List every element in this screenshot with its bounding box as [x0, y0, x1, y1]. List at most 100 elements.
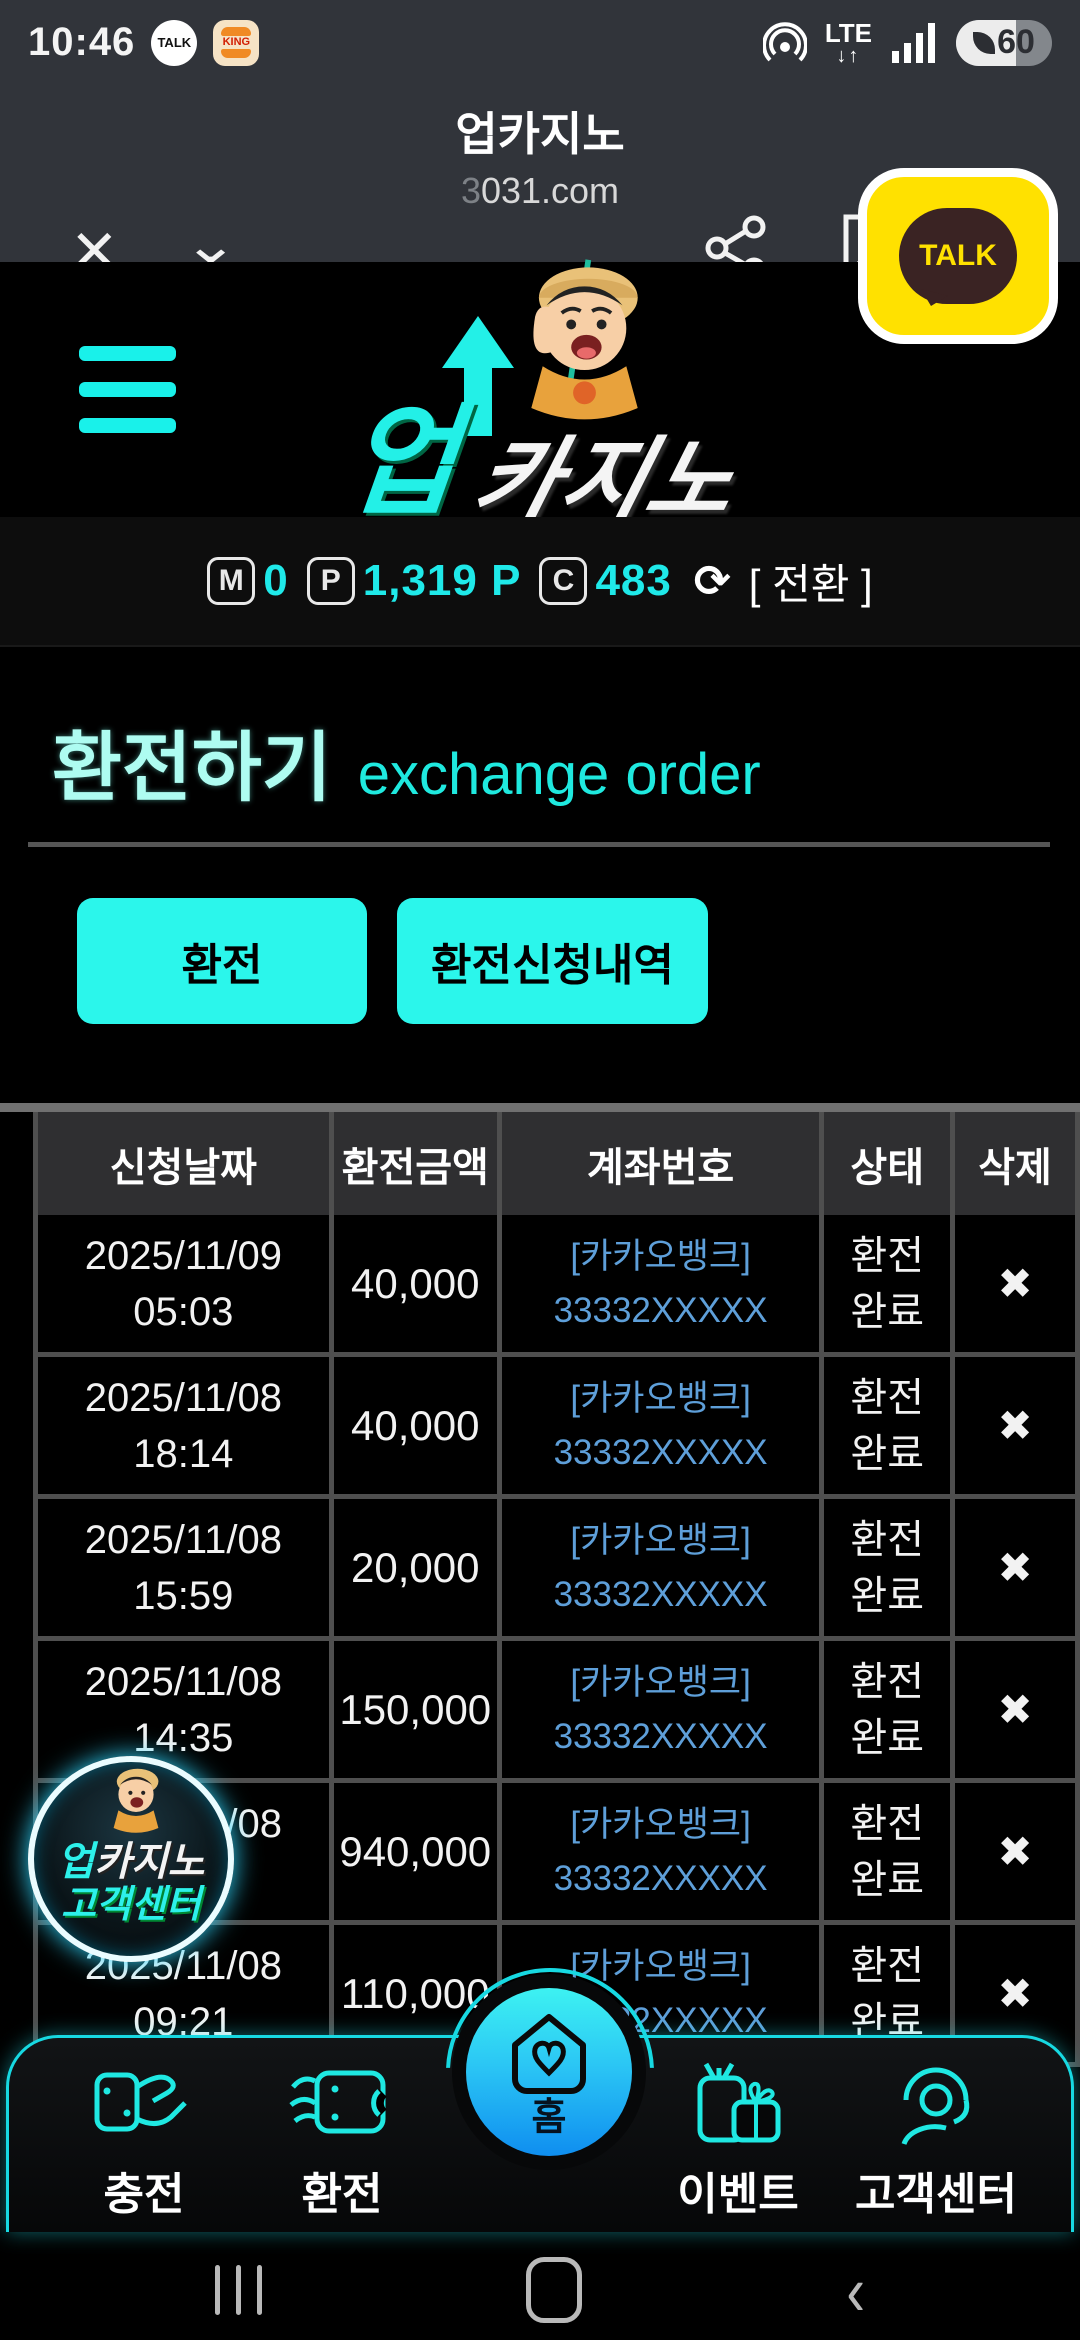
header-date: 신청날짜 — [38, 1112, 334, 1215]
nav-item-home[interactable]: 홈 — [446, 1968, 654, 2156]
url-text[interactable]: 3031.com — [460, 170, 620, 211]
cell-amount: 940,000 — [333, 1783, 502, 1925]
header-delete: 삭제 — [955, 1112, 1080, 1215]
bottom-navigation: 충전 환전 — [6, 1968, 1074, 2232]
cell-amount: 40,000 — [333, 1357, 502, 1499]
cell-status: 환전 완료 — [824, 1783, 956, 1925]
app-logo[interactable]: 업 카지노 — [320, 256, 760, 532]
cell-amount: 40,000 — [333, 1215, 502, 1357]
delete-icon: ✖ — [997, 1827, 1033, 1875]
table-row: 2025/11/08 18:14 40,000 [카카오뱅크] 33332XXX… — [38, 1357, 1080, 1499]
cell-date: 2025/11/09 05:03 — [38, 1215, 334, 1357]
status-bar: 10:46 TALK KING LTE ↓↑ — [0, 0, 1080, 85]
cell-date: 2025/11/08 18:14 — [38, 1357, 334, 1499]
convert-link[interactable]: [ 전환 ] — [748, 560, 873, 608]
p-coin-icon: P — [306, 557, 355, 605]
cell-account: [카카오뱅크] 33332XXXXX — [501, 1357, 825, 1499]
logo-text-accent: 업 — [339, 395, 465, 529]
nav-item-support[interactable]: 고객센터 — [841, 2038, 1031, 2232]
page-heading: 환전하기 exchange order — [52, 706, 761, 816]
table-row: 2025/11/08 14:35 150,000 [카카오뱅크] 33332XX… — [38, 1641, 1080, 1783]
table-row: 2025/11/08 15:59 20,000 [카카오뱅크] 33332XXX… — [38, 1499, 1080, 1641]
delete-icon: ✖ — [997, 1259, 1033, 1307]
page-title: 환전하기 — [52, 726, 332, 811]
delete-row-button[interactable]: ✖ — [955, 1641, 1080, 1783]
clock: 10:46 — [28, 20, 136, 64]
cell-date: 2025/11/08 15:59 — [38, 1499, 334, 1641]
cell-status: 환전 완료 — [824, 1357, 956, 1499]
bk-word: KING — [222, 36, 251, 48]
charge-icon — [94, 2072, 187, 2132]
delete-row-button[interactable]: ✖ — [955, 1215, 1080, 1357]
url-rest: 031.com — [480, 170, 620, 211]
exchange-button[interactable]: 환전 — [77, 898, 367, 1024]
battery-indicator: 60 — [956, 19, 1052, 66]
m-coin-icon: M — [207, 557, 256, 605]
customer-center-floating-badge[interactable]: 업카지노 고객센터 — [28, 1756, 234, 1962]
delete-icon: ✖ — [997, 1543, 1033, 1591]
signal-strength-icon — [892, 22, 935, 63]
money-balance: M 0 — [207, 556, 288, 606]
kakaotalk-notification-icon: TALK — [151, 19, 198, 66]
page-title-browser: 업카지노 — [455, 108, 625, 160]
network-type-indicator: LTE ↓↑ — [824, 17, 872, 67]
talk-bubble-icon: TALK — [899, 208, 1017, 304]
point-balance: P 1,319 P — [306, 556, 522, 606]
badge-mascot — [113, 1768, 159, 1833]
android-navigation-bar: ‹ — [0, 2240, 1080, 2340]
balance-bar: M 0 P 1,319 P C 483 ⟳ [ 전환 ] — [0, 517, 1080, 647]
back-icon[interactable]: ‹ — [846, 2250, 865, 2330]
cell-account: [카카오뱅크] 33332XXXXX — [501, 1499, 825, 1641]
header-amount: 환전금액 — [333, 1112, 502, 1215]
bun-top-icon — [221, 27, 252, 36]
delete-row-button[interactable]: ✖ — [955, 1357, 1080, 1499]
delete-icon: ✖ — [997, 1969, 1033, 2017]
header-account: 계좌번호 — [501, 1112, 825, 1215]
delete-icon: ✖ — [997, 1685, 1033, 1733]
mascot-character — [531, 259, 638, 420]
cell-date: 2025/11/08 14:35 — [38, 1641, 334, 1783]
page-subtitle: exchange order — [357, 742, 761, 807]
badge-title: 업카지노 — [57, 1840, 205, 1884]
header-status: 상태 — [824, 1112, 956, 1215]
bun-bottom-icon — [221, 49, 252, 58]
table-header-row: 신청날짜 환전금액 계좌번호 상태 삭제 — [38, 1112, 1080, 1215]
gift-icon — [697, 2062, 781, 2143]
cell-status: 환전 완료 — [824, 1215, 956, 1357]
cell-account: [카카오뱅크] 33332XXXXX — [501, 1641, 825, 1783]
cell-status: 환전 완료 — [824, 1499, 956, 1641]
nav-item-charge[interactable]: 충전 — [49, 2038, 239, 2232]
badge-subtitle: 고객센터 — [61, 1884, 201, 1926]
action-buttons: 환전 환전신청내역 — [77, 898, 708, 1024]
recents-icon[interactable] — [215, 2265, 262, 2315]
exchange-icon — [289, 2070, 387, 2134]
hotspot-icon — [762, 21, 807, 61]
headset-support-icon — [901, 2067, 970, 2145]
cell-status: 환전 완료 — [824, 1641, 956, 1783]
cell-account: [카카오뱅크] 33332XXXXX — [501, 1783, 825, 1925]
hamburger-menu-icon[interactable] — [79, 346, 176, 433]
android-home-icon[interactable] — [526, 2257, 583, 2323]
home-label: 홈 — [531, 2097, 567, 2139]
cell-account: [카카오뱅크] 33332XXXXX — [501, 1215, 825, 1357]
c-coin-icon: C — [539, 557, 588, 605]
delete-row-button[interactable]: ✖ — [955, 1783, 1080, 1925]
power-saving-leaf-icon — [973, 31, 996, 54]
up-arrow-icon — [442, 316, 514, 436]
title-divider — [28, 842, 1050, 847]
refresh-icon[interactable]: ⟳ — [693, 556, 731, 606]
nav-item-exchange[interactable]: 환전 — [247, 2038, 437, 2232]
table-top-strip — [0, 1103, 1080, 1112]
nav-item-event[interactable]: 이벤트 — [643, 2038, 833, 2232]
cell-amount: 20,000 — [333, 1499, 502, 1641]
delete-icon: ✖ — [997, 1401, 1033, 1449]
exchange-history-table: 신청날짜 환전금액 계좌번호 상태 삭제 2025/11/09 05:03 40… — [33, 1112, 1080, 2067]
c-balance: C 483 — [539, 556, 671, 606]
exchange-history-button[interactable]: 환전신청내역 — [397, 898, 708, 1024]
table-row: 2025/11/09 05:03 40,000 [카카오뱅크] 33332XXX… — [38, 1215, 1080, 1357]
kakaotalk-contact-button[interactable]: TALK — [858, 168, 1058, 344]
delete-row-button[interactable]: ✖ — [955, 1499, 1080, 1641]
cell-amount: 150,000 — [333, 1641, 502, 1783]
burgerking-notification-icon: KING — [213, 19, 260, 66]
